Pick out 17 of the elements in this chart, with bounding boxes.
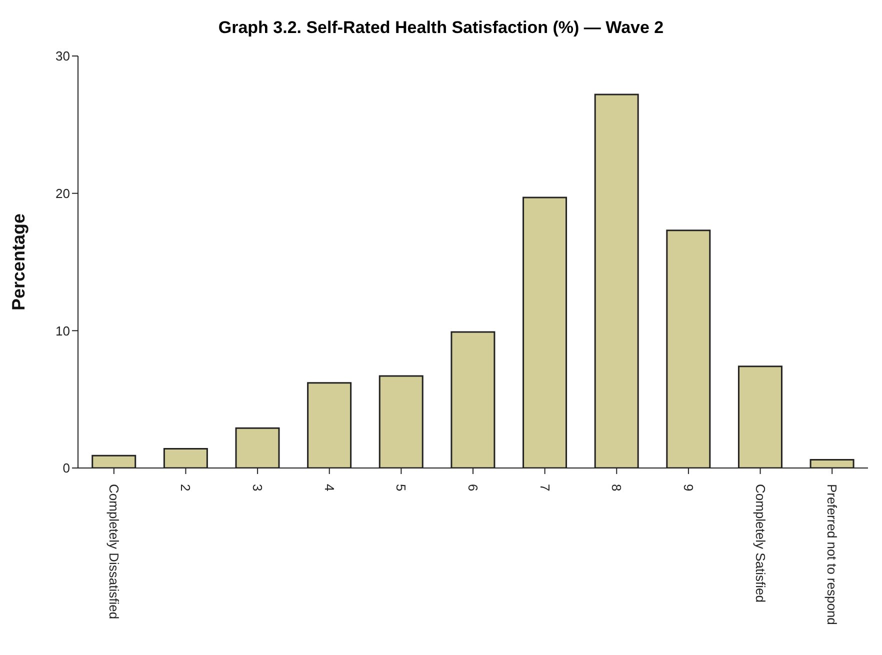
x-tick-label: 4 <box>322 484 337 492</box>
x-tick-label: Completely Satisfied <box>752 484 768 602</box>
y-tick-label: 20 <box>56 186 70 201</box>
x-tick-label: 5 <box>394 484 409 492</box>
x-tick-label: 3 <box>250 484 266 492</box>
chart-title: Graph 3.2. Self-Rated Health Satisfaction (%) — Wave 2 <box>217 17 665 39</box>
x-tick-label: 2 <box>178 484 194 492</box>
y-axis-title: Percentage <box>8 213 28 311</box>
y-tick-label: 0 <box>62 460 70 476</box>
x-tick-label: 7 <box>537 484 552 492</box>
y-tick-label: 10 <box>56 323 70 338</box>
x-tick-label: 9 <box>680 484 696 492</box>
x-tick-label: Preferred not to respond <box>824 484 840 625</box>
x-tick-label: 8 <box>609 484 624 492</box>
x-tick-label: Completely Dissatisfied <box>106 484 122 620</box>
y-tick-label: 30 <box>56 48 70 64</box>
x-tick-label: 6 <box>466 484 480 492</box>
